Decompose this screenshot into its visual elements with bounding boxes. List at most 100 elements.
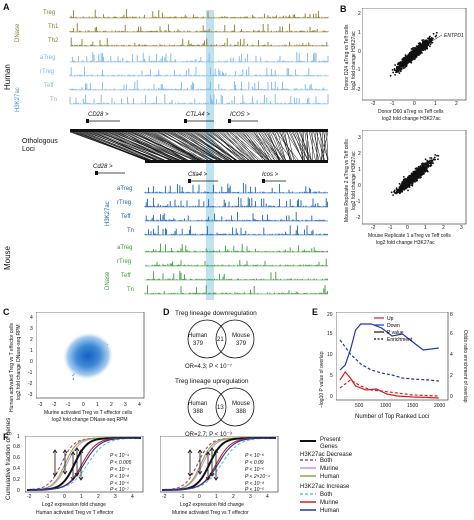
scatter-point [426,40,428,43]
tick: 1 [358,167,361,173]
scatter-point [415,45,418,48]
tick: 4 [131,494,134,500]
scatter-point [413,175,416,178]
gene-label-cd28-mouse: Cd28 > [93,164,113,170]
legend-label: P value [387,330,404,336]
tick: 4 [138,402,141,408]
scatter-point [406,59,408,62]
scatter-point [407,60,410,63]
tick: 0.6 [13,455,20,461]
scatter-point [410,61,413,64]
track-mouse-h3k27ac [144,197,328,208]
tick: 0 [30,359,33,365]
cdf-decrease-both [161,437,276,491]
pval: P < 10⁻⁸ [245,481,265,487]
scatter-point [412,50,415,53]
scatter-point [419,42,421,45]
tick: 0 [406,225,409,231]
scatter-point [400,189,402,192]
gene-label-ctla4-mouse: Ctla4 > [188,172,208,178]
tick: 1 [96,402,99,408]
scatter-point [425,162,428,165]
e-xlabel: Number of Top Ranked Loci [355,414,430,420]
tick: 500 [355,403,364,409]
track-label: Tn [127,287,135,293]
track-mouse-h3k27ac [144,183,328,194]
scatter-point [414,48,417,51]
f-right-xlabel: Murine activated Treg vs T effector [172,510,249,516]
gene-label-cd28-human: CD28 > [88,112,109,118]
scatter-point [405,63,408,66]
scatter-point [398,62,401,65]
scatter-point [429,157,431,159]
scatter-point [407,178,410,181]
scatter-point [400,186,403,189]
scatter-point [393,191,395,193]
scatter-b-top [362,8,467,101]
scatter-point [425,165,428,168]
tick: 0 [63,494,66,500]
tick: 0.4 [13,466,20,472]
b-bot-xlabel: Mouse Replicate 1 aTreg vs Teff cells [368,233,451,239]
track-label: Th2 [48,38,59,44]
tick: 2 [232,494,235,500]
scatter-point [417,49,419,52]
pval: P < 10⁻⁶ [245,453,265,459]
scatter-point [399,68,401,71]
scatter-point [429,159,432,162]
scatter-point [426,159,429,162]
track-mouse-h3k27ac [144,211,328,222]
c-ylabel: Human activated Treg vs T effector cells [9,323,15,412]
tick: -2 [162,494,167,500]
scatter-point [419,50,422,53]
panel-label-d: D [163,307,170,317]
venn-circle-human [187,319,227,359]
track-label: Tn [50,97,58,103]
f-ylabel: Cumulative fraction of genes [5,417,12,500]
scatter-point [421,163,423,166]
tick: 0 [330,394,333,400]
scatter-point [404,57,407,60]
scatter-point [434,35,437,38]
scatter-point [409,54,412,56]
scatter-point [403,183,405,186]
tick: -1 [66,402,71,408]
panel-label-f: F [3,432,9,442]
scatter-point [427,164,429,167]
scatter-point [415,175,418,178]
scatter-point [415,180,417,182]
tick: 4 [450,352,453,358]
venn-label: Mouse [232,401,251,407]
gene-model [262,179,286,183]
tick: 3 [124,402,127,408]
scatter-point [437,155,440,157]
gene-label-ctla4-human: CTLA4 > [186,112,210,118]
f-right-xlabel: Log2 expression fold change [180,502,244,508]
scatter-point [395,192,397,195]
pval: P < 10⁻⁵ [245,487,265,493]
gene-label-icos-human: ICOS > [230,112,250,118]
scatter-point [408,182,411,185]
scatter-point [421,52,423,54]
pval: P < 0.09 [245,460,264,466]
venn-count: 388 [236,409,247,415]
scatter-point [411,183,414,185]
scatter-point [413,47,416,49]
scatter-point [424,158,427,161]
d-up-stat: OR=2.7; P < 10⁻³ [185,432,232,438]
venn-label: Mouse [232,333,251,339]
scatter-point [425,46,428,48]
tick: -2 [52,402,57,408]
c-xlabel: log2 fold change DNase-seq RPM [52,417,128,423]
track-label: Treg [43,10,56,16]
pval: P < 10⁻⁸ [110,474,130,480]
tick: -1 [356,67,361,73]
tick: 2 [442,225,445,231]
scatter-point [406,180,409,182]
tick: 0 [358,183,361,189]
cdf-increase-human [161,437,276,491]
track-human-h3k27ac [69,66,329,77]
scatter-point [398,72,401,74]
tick: 3 [358,135,361,141]
